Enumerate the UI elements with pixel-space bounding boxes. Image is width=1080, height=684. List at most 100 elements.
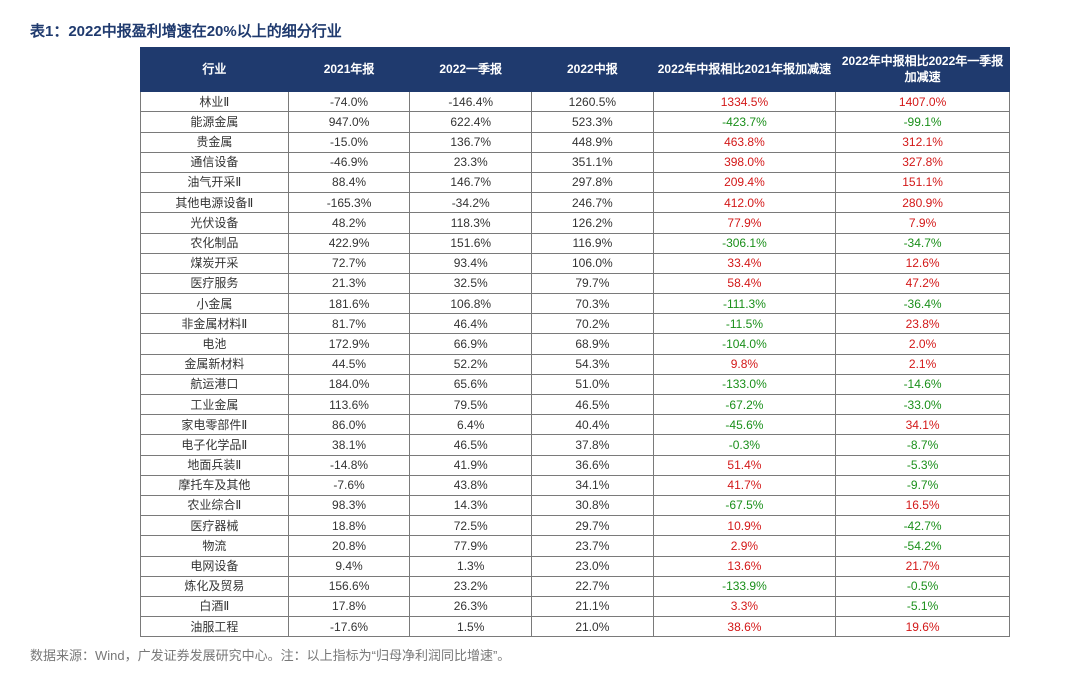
cell-2022q1: 6.4% [410,415,532,435]
cell-delta-yoy: -67.2% [653,395,835,415]
cell-2022q1: 43.8% [410,475,532,495]
cell-delta-yoy: -423.7% [653,112,835,132]
cell-delta-yoy: 41.7% [653,475,835,495]
cell-industry: 电池 [141,334,289,354]
cell-delta-qoq: 7.9% [836,213,1010,233]
cell-delta-qoq: -33.0% [836,395,1010,415]
col-2022h1: 2022中报 [532,48,654,92]
table-row: 地面兵装Ⅱ-14.8%41.9%36.6%51.4%-5.3% [141,455,1010,475]
cell-2022q1: 1.3% [410,556,532,576]
cell-delta-qoq: -42.7% [836,516,1010,536]
cell-delta-yoy: 2.9% [653,536,835,556]
cell-delta-yoy: 13.6% [653,556,835,576]
cell-delta-yoy: 209.4% [653,172,835,192]
cell-delta-qoq: -54.2% [836,536,1010,556]
col-industry: 行业 [141,48,289,92]
table-row: 金属新材料44.5%52.2%54.3%9.8%2.1% [141,354,1010,374]
cell-industry: 通信设备 [141,152,289,172]
cell-delta-yoy: 9.8% [653,354,835,374]
cell-2022h1: 523.3% [532,112,654,132]
table-row: 农化制品422.9%151.6%116.9%-306.1%-34.7% [141,233,1010,253]
cell-delta-yoy: -306.1% [653,233,835,253]
table-row: 电网设备9.4%1.3%23.0%13.6%21.7% [141,556,1010,576]
cell-2022q1: 23.3% [410,152,532,172]
cell-2022q1: 77.9% [410,536,532,556]
cell-delta-qoq: 1407.0% [836,92,1010,112]
col-delta-qoq: 2022年中报相比2022年一季报加减速 [836,48,1010,92]
cell-2021: 88.4% [288,172,410,192]
cell-delta-yoy: 38.6% [653,617,835,637]
cell-delta-qoq: 19.6% [836,617,1010,637]
cell-delta-qoq: -36.4% [836,294,1010,314]
cell-2022h1: 51.0% [532,374,654,394]
table-row: 非金属材料Ⅱ81.7%46.4%70.2%-11.5%23.8% [141,314,1010,334]
cell-delta-qoq: 2.1% [836,354,1010,374]
table-header: 行业 2021年报 2022一季报 2022中报 2022年中报相比2021年报… [141,48,1010,92]
cell-2022q1: -34.2% [410,193,532,213]
cell-2022h1: 448.9% [532,132,654,152]
cell-2021: 20.8% [288,536,410,556]
cell-industry: 摩托车及其他 [141,475,289,495]
cell-2021: 156.6% [288,576,410,596]
table-row: 油服工程-17.6%1.5%21.0%38.6%19.6% [141,617,1010,637]
cell-2022h1: 36.6% [532,455,654,475]
cell-delta-yoy: -104.0% [653,334,835,354]
cell-2021: -46.9% [288,152,410,172]
cell-delta-yoy: -45.6% [653,415,835,435]
cell-delta-yoy: -11.5% [653,314,835,334]
cell-delta-yoy: 33.4% [653,253,835,273]
cell-industry: 家电零部件Ⅱ [141,415,289,435]
cell-delta-yoy: -133.0% [653,374,835,394]
cell-2022q1: 106.8% [410,294,532,314]
cell-2022q1: 136.7% [410,132,532,152]
cell-industry: 物流 [141,536,289,556]
table-row: 炼化及贸易156.6%23.2%22.7%-133.9%-0.5% [141,576,1010,596]
cell-2022q1: 151.6% [410,233,532,253]
cell-delta-qoq: 21.7% [836,556,1010,576]
table-row: 工业金属113.6%79.5%46.5%-67.2%-33.0% [141,395,1010,415]
table-row: 小金属181.6%106.8%70.3%-111.3%-36.4% [141,294,1010,314]
cell-delta-qoq: 2.0% [836,334,1010,354]
cell-2021: 81.7% [288,314,410,334]
footer-note: 数据来源：Wind，广发证券发展研究中心。注：以上指标为“归母净利润同比增速”。 [30,645,1050,664]
cell-delta-yoy: -67.5% [653,495,835,515]
table-row: 贵金属-15.0%136.7%448.9%463.8%312.1% [141,132,1010,152]
table-body: 林业Ⅱ-74.0%-146.4%1260.5%1334.5%1407.0%能源金… [141,92,1010,637]
cell-2021: 38.1% [288,435,410,455]
cell-2022h1: 29.7% [532,516,654,536]
cell-2022q1: 66.9% [410,334,532,354]
table-row: 电池172.9%66.9%68.9%-104.0%2.0% [141,334,1010,354]
cell-delta-yoy: 10.9% [653,516,835,536]
cell-2021: -165.3% [288,193,410,213]
cell-industry: 贵金属 [141,132,289,152]
cell-2022h1: 1260.5% [532,92,654,112]
cell-2021: 113.6% [288,395,410,415]
cell-industry: 油气开采Ⅱ [141,172,289,192]
cell-industry: 油服工程 [141,617,289,637]
cell-2022q1: 79.5% [410,395,532,415]
table-row: 光伏设备48.2%118.3%126.2%77.9%7.9% [141,213,1010,233]
cell-2022q1: 72.5% [410,516,532,536]
cell-industry: 煤炭开采 [141,253,289,273]
cell-delta-qoq: 47.2% [836,273,1010,293]
table-row: 家电零部件Ⅱ86.0%6.4%40.4%-45.6%34.1% [141,415,1010,435]
cell-industry: 林业Ⅱ [141,92,289,112]
cell-delta-qoq: -8.7% [836,435,1010,455]
cell-delta-qoq: -5.1% [836,596,1010,616]
cell-delta-yoy: 412.0% [653,193,835,213]
table-row: 摩托车及其他-7.6%43.8%34.1%41.7%-9.7% [141,475,1010,495]
cell-industry: 工业金属 [141,395,289,415]
cell-2022q1: 52.2% [410,354,532,374]
cell-2021: 184.0% [288,374,410,394]
cell-2022h1: 23.7% [532,536,654,556]
cell-2021: 72.7% [288,253,410,273]
cell-2021: -15.0% [288,132,410,152]
cell-2021: 947.0% [288,112,410,132]
cell-2022q1: 65.6% [410,374,532,394]
cell-delta-qoq: -99.1% [836,112,1010,132]
cell-2021: -7.6% [288,475,410,495]
earnings-table: 行业 2021年报 2022一季报 2022中报 2022年中报相比2021年报… [140,47,1010,637]
cell-delta-yoy: 1334.5% [653,92,835,112]
cell-industry: 地面兵装Ⅱ [141,455,289,475]
cell-2021: 21.3% [288,273,410,293]
